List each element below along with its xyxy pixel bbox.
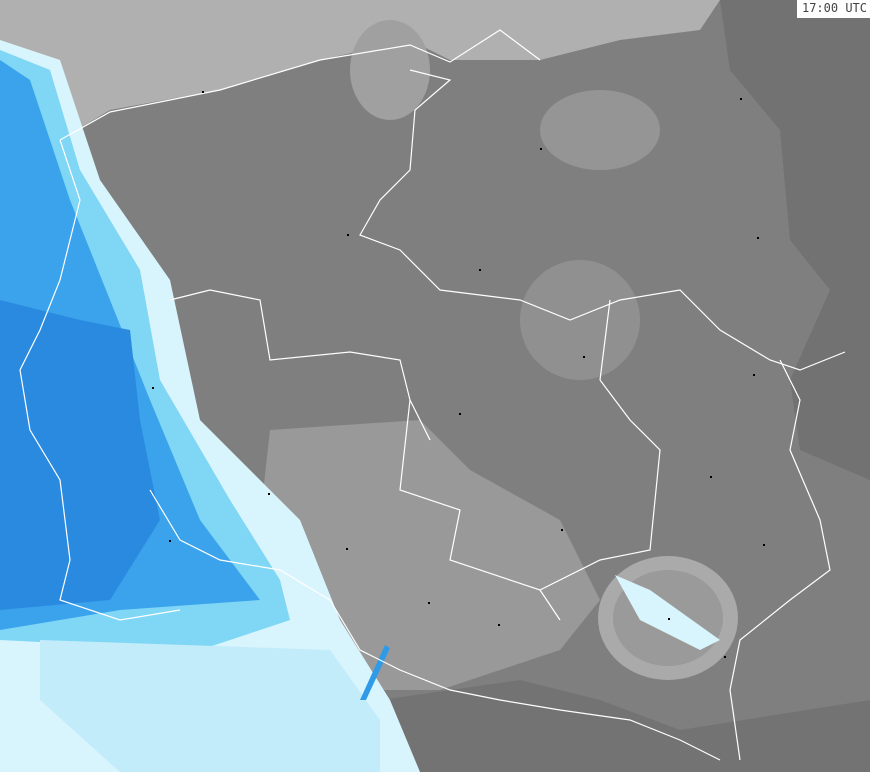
poland-border-north [359, 69, 846, 371]
poland-border-east [729, 359, 831, 761]
clutter-ring-center [520, 260, 640, 380]
precip-streak-south [360, 645, 390, 700]
clutter-gdansk [350, 20, 430, 120]
poland-border-west [19, 139, 181, 621]
dark-land-south [380, 680, 870, 772]
clutter-center [260, 420, 600, 690]
precip-band-south [40, 640, 380, 772]
baltic-sea [0, 0, 720, 140]
precip-patch-se [615, 575, 720, 650]
poland-border-south [149, 489, 721, 761]
precip-heavy-core [0, 300, 160, 610]
clutter-north [540, 90, 660, 170]
city-markers [152, 91, 765, 658]
dark-land-east [720, 0, 870, 480]
voivodeship-lines [169, 289, 661, 621]
timestamp-label: 17:00 UTC [796, 0, 870, 18]
coastline [59, 29, 541, 141]
borders [19, 29, 846, 761]
